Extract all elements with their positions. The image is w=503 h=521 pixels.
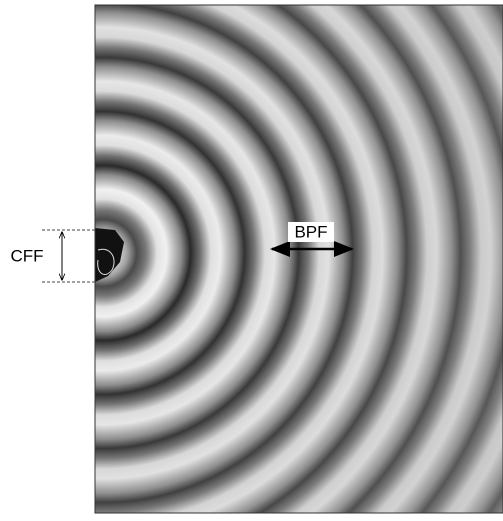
wave-field	[43, 5, 503, 513]
figure: CFF BPF	[0, 0, 503, 516]
cff-annotation: CFF	[10, 230, 95, 282]
page: CFF BPF (() => { const data = JSON.parse…	[0, 0, 503, 516]
cff-label: CFF	[10, 246, 43, 265]
bpf-label: BPF	[294, 222, 327, 241]
